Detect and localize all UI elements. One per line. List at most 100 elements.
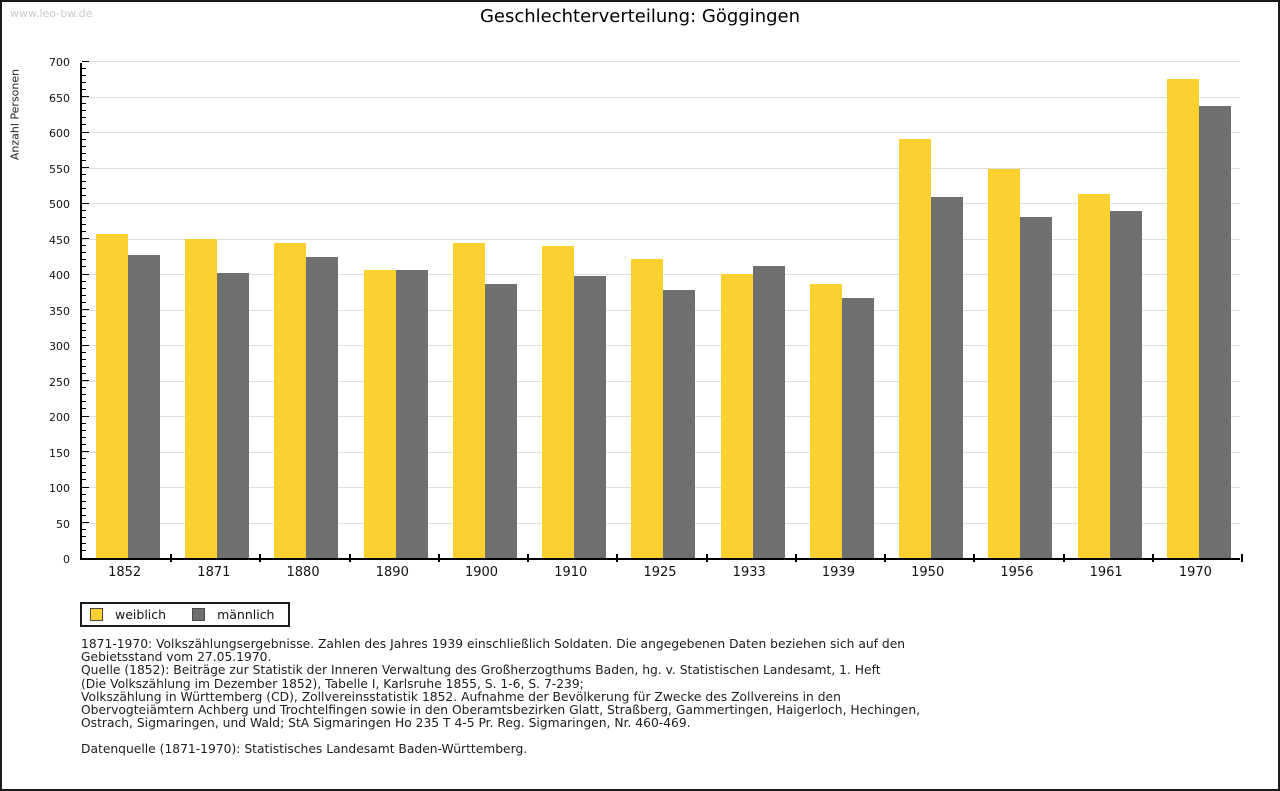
y-minor-tick-270 [82, 365, 86, 367]
y-minor-tick-280 [82, 358, 86, 360]
y-minor-tick-230 [82, 394, 86, 396]
bar-männlich-1890 [395, 269, 428, 558]
y-minor-tick-620 [82, 117, 86, 119]
y-major-tick-350 [82, 309, 89, 310]
y-minor-tick-610 [82, 124, 86, 126]
y-tick-label-200: 200 [49, 411, 70, 424]
y-minor-tick-690 [82, 67, 86, 69]
footnote-line: Volkszählung in Württemberg (CD), Zollve… [81, 689, 841, 704]
bar-männlich-1956 [1020, 216, 1053, 558]
x-tick-label-1880: 1880 [286, 565, 320, 580]
y-minor-tick-460 [82, 230, 86, 232]
y-major-tick-700 [82, 60, 89, 62]
x-tick-label-1900: 1900 [464, 565, 499, 580]
y-minor-tick-340 [82, 316, 86, 318]
x-boundary-tick-4 [437, 554, 440, 562]
y-minor-tick-330 [82, 323, 86, 325]
footnote-line: Obervogteiämtern Achberg und Trochtelfin… [81, 703, 921, 718]
footnote-line: Quelle (1852): Beiträge zur Statistik de… [81, 663, 881, 678]
legend-label: weiblich [115, 607, 167, 622]
x-tick-label-1871: 1871 [197, 565, 231, 580]
weiblich-swatch [90, 608, 103, 621]
y-major-tick-50 [82, 522, 89, 523]
y-minor-tick-560 [82, 159, 86, 161]
y-major-tick-500 [82, 202, 89, 204]
y-minor-tick-390 [82, 280, 86, 282]
y-minor-tick-470 [82, 223, 86, 225]
bar-männlich-1900 [484, 283, 517, 558]
bar-weiblich-1910 [542, 245, 575, 558]
y-major-tick-600 [82, 131, 89, 133]
gridline-600 [82, 132, 1240, 133]
y-axis-title: Anzahl Personen [8, 68, 22, 161]
y-minor-tick-30 [82, 536, 86, 538]
x-boundary-tick-6 [616, 554, 619, 562]
y-tick-label-700: 700 [49, 56, 70, 69]
x-boundary-tick-5 [527, 554, 530, 562]
y-minor-tick-60 [82, 514, 86, 516]
bar-weiblich-1970 [1166, 79, 1199, 558]
bar-männlich-1871 [217, 272, 250, 558]
x-boundary-tick-2 [259, 554, 262, 562]
x-boundary-tick-13 [1241, 554, 1243, 562]
y-tick-label-50: 50 [56, 517, 70, 531]
y-tick-label-500: 500 [49, 198, 70, 211]
plot-area [80, 60, 1243, 562]
y-minor-tick-290 [82, 351, 86, 353]
y-minor-tick-410 [82, 266, 86, 268]
y-minor-tick-260 [82, 372, 86, 374]
y-minor-tick-440 [82, 245, 86, 247]
y-tick-label-600: 600 [49, 127, 70, 140]
gridline-500 [82, 203, 1240, 204]
bar-männlich-1939 [841, 298, 874, 558]
y-major-tick-300 [82, 344, 89, 346]
x-tick-label-1961: 1961 [1089, 565, 1123, 580]
y-minor-tick-220 [82, 401, 86, 403]
y-major-tick-100 [82, 486, 89, 488]
y-tick-label-400: 400 [49, 269, 70, 282]
footnote-line: (Die Volkszählung im Dezember 1852), Tab… [81, 676, 584, 691]
x-tick-label-1933: 1933 [732, 565, 766, 580]
x-tick-label-1910: 1910 [554, 565, 588, 580]
y-minor-tick-570 [82, 152, 86, 154]
y-minor-tick-170 [82, 436, 86, 438]
y-minor-tick-130 [82, 465, 86, 467]
bar-männlich-1925 [663, 290, 696, 558]
y-major-tick-400 [82, 273, 89, 275]
x-boundary-tick-7 [705, 554, 708, 562]
chart-title: Geschlechterverteilung: Göggingen [479, 6, 801, 27]
legend-item-maennlich: männlich [192, 607, 274, 622]
y-minor-tick-580 [82, 145, 86, 147]
bar-weiblich-1950 [899, 139, 932, 558]
y-minor-tick-370 [82, 294, 86, 296]
bar-männlich-1880 [306, 256, 339, 558]
y-major-tick-550 [82, 167, 89, 168]
y-minor-tick-660 [82, 88, 86, 90]
y-minor-tick-210 [82, 408, 86, 410]
x-boundary-tick-10 [973, 554, 976, 562]
y-minor-tick-680 [82, 74, 86, 76]
x-boundary-tick-1 [170, 554, 173, 562]
y-tick-label-300: 300 [49, 340, 70, 353]
y-minor-tick-320 [82, 330, 86, 332]
x-boundary-tick-9 [884, 554, 887, 562]
y-minor-tick-110 [82, 479, 86, 481]
bar-männlich-1933 [752, 266, 785, 558]
y-minor-tick-640 [82, 103, 86, 105]
bar-weiblich-1956 [988, 168, 1021, 558]
x-tick-label-1925: 1925 [643, 565, 677, 580]
footnotes: 1871-1970: Volkszählungsergebnisse. Zahl… [81, 637, 921, 757]
y-minor-tick-240 [82, 387, 86, 389]
x-tick-label-1890: 1890 [375, 565, 409, 580]
y-major-tick-200 [82, 415, 89, 417]
y-minor-tick-310 [82, 337, 86, 339]
y-tick-label-450: 450 [49, 233, 70, 247]
y-minor-tick-140 [82, 458, 86, 460]
y-minor-tick-20 [82, 543, 86, 545]
x-tick-label-1950: 1950 [911, 565, 945, 580]
x-tick-label-1852: 1852 [108, 565, 142, 580]
bar-weiblich-1900 [452, 243, 485, 558]
y-minor-tick-420 [82, 259, 86, 261]
datasource-line: Datenquelle (1871-1970): Statistisches L… [81, 742, 528, 757]
